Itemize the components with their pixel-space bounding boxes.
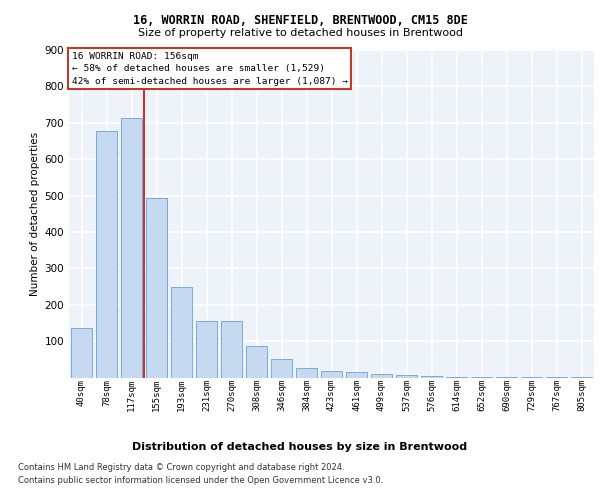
- Text: Contains HM Land Registry data © Crown copyright and database right 2024.: Contains HM Land Registry data © Crown c…: [18, 464, 344, 472]
- Bar: [146, 198, 167, 378]
- Bar: [271, 360, 292, 378]
- Bar: [246, 346, 267, 378]
- Bar: [96, 131, 117, 378]
- Bar: [221, 321, 242, 378]
- Text: Contains public sector information licensed under the Open Government Licence v3: Contains public sector information licen…: [18, 476, 383, 485]
- Bar: [71, 328, 92, 378]
- Bar: [196, 321, 217, 378]
- Bar: [171, 286, 192, 378]
- Bar: [371, 374, 392, 378]
- Bar: [121, 118, 142, 378]
- Bar: [421, 376, 442, 378]
- Y-axis label: Number of detached properties: Number of detached properties: [31, 132, 40, 296]
- Bar: [346, 372, 367, 378]
- Bar: [396, 374, 417, 378]
- Bar: [446, 377, 467, 378]
- Bar: [321, 371, 342, 378]
- Text: 16 WORRIN ROAD: 156sqm
← 58% of detached houses are smaller (1,529)
42% of semi-: 16 WORRIN ROAD: 156sqm ← 58% of detached…: [71, 52, 347, 86]
- Text: Size of property relative to detached houses in Brentwood: Size of property relative to detached ho…: [137, 28, 463, 38]
- Text: 16, WORRIN ROAD, SHENFIELD, BRENTWOOD, CM15 8DE: 16, WORRIN ROAD, SHENFIELD, BRENTWOOD, C…: [133, 14, 467, 27]
- Text: Distribution of detached houses by size in Brentwood: Distribution of detached houses by size …: [133, 442, 467, 452]
- Bar: [296, 368, 317, 378]
